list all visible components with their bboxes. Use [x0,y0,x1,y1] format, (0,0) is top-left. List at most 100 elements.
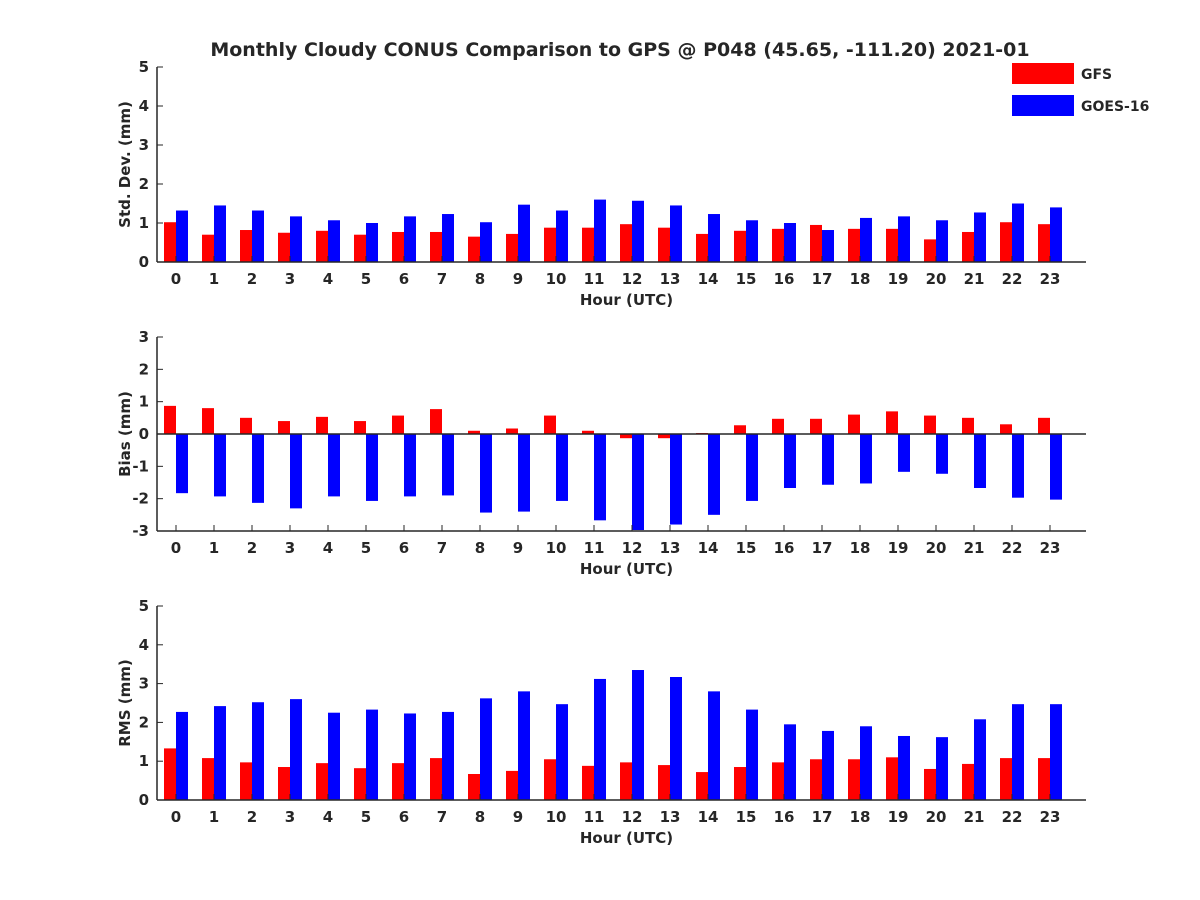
bar-gfs [810,224,822,262]
bar-goes16 [518,204,530,262]
x-tick-label: 13 [660,270,681,288]
bar-gfs [1038,758,1050,800]
x-tick-label: 7 [437,808,447,826]
bar-gfs [582,430,594,434]
bar-goes16 [670,677,682,800]
bar-goes16 [328,712,340,800]
bar-goes16 [936,220,948,262]
y-tick-label: -3 [132,522,149,540]
x-tick-label: 13 [660,539,681,557]
bar-goes16 [670,205,682,262]
x-tick-label: 16 [774,270,795,288]
bar-goes16 [822,730,834,800]
x-tick-label: 22 [1002,270,1023,288]
x-tick-label: 19 [888,539,909,557]
bar-goes16 [328,434,340,497]
bar-gfs [240,230,252,262]
x-tick-label: 16 [774,539,795,557]
y-tick-label: 3 [139,675,149,693]
bar-gfs [620,224,632,262]
x-tick-label: 23 [1040,539,1061,557]
bar-goes16 [860,434,872,484]
bar-gfs [240,417,252,434]
x-tick-label: 2 [247,808,257,826]
bar-goes16 [974,719,986,800]
y-tick-label: 2 [139,360,149,378]
bar-gfs [658,765,670,800]
x-tick-label: 21 [964,808,985,826]
bar-goes16 [708,214,720,262]
x-tick-label: 17 [812,270,833,288]
x-tick-label: 19 [888,808,909,826]
bar-gfs [962,231,974,262]
bar-goes16 [1050,207,1062,262]
bar-gfs [924,239,936,262]
bar-goes16 [974,434,986,488]
bar-goes16 [1012,704,1024,800]
x-tick-label: 0 [171,539,181,557]
bar-gfs [354,768,366,800]
x-tick-label: 22 [1002,539,1023,557]
x-tick-label: 12 [622,539,643,557]
bar-goes16 [898,735,910,800]
bar-goes16 [480,698,492,800]
x-tick-label: 6 [399,270,409,288]
bar-gfs [772,418,784,434]
bar-gfs [430,231,442,262]
x-tick-label: 14 [698,270,719,288]
x-tick-label: 7 [437,270,447,288]
x-tick-label: 10 [546,808,567,826]
bar-goes16 [974,212,986,262]
bar-gfs [202,408,214,434]
bar-goes16 [480,222,492,262]
bar-goes16 [594,199,606,262]
x-tick-label: 12 [622,808,643,826]
bar-goes16 [822,434,834,485]
legend-swatch-goes16 [1012,95,1074,116]
x-tick-label: 14 [698,539,719,557]
bar-goes16 [1012,434,1024,498]
x-tick-label: 20 [926,270,947,288]
x-tick-label: 3 [285,270,295,288]
bar-goes16 [366,434,378,501]
bar-goes16 [214,205,226,262]
bar-goes16 [290,699,302,800]
x-tick-label: 5 [361,270,371,288]
bar-gfs [696,772,708,800]
bar-gfs [658,227,670,262]
bar-goes16 [252,702,264,800]
bar-gfs [1000,758,1012,800]
bar-gfs [924,768,936,800]
bar-gfs [278,767,290,800]
bar-gfs [316,763,328,800]
bar-gfs [848,228,860,262]
bar-gfs [620,762,632,800]
bar-goes16 [556,210,568,262]
x-tick-label: 8 [475,808,485,826]
y-tick-label: 1 [139,214,149,232]
x-tick-label: 9 [513,808,523,826]
x-tick-label: 15 [736,270,757,288]
y-tick-label: 3 [139,136,149,154]
bar-goes16 [404,434,416,497]
x-tick-label: 4 [323,270,333,288]
x-tick-label: 0 [171,808,181,826]
bar-gfs [278,232,290,262]
bar-goes16 [252,210,264,262]
bar-gfs [772,228,784,262]
bar-gfs [468,430,480,434]
y-tick-label: 5 [139,597,149,615]
x-tick-label: 1 [209,270,219,288]
x-tick-label: 18 [850,808,871,826]
bar-gfs [886,757,898,800]
x-tick-label: 19 [888,270,909,288]
legend-swatch-gfs [1012,63,1074,84]
y-tick-label: -1 [132,457,149,475]
x-tick-label: 23 [1040,808,1061,826]
x-tick-label: 7 [437,539,447,557]
x-tick-label: 14 [698,808,719,826]
bar-gfs [240,762,252,800]
bar-goes16 [1012,203,1024,262]
bar-gfs [354,421,366,434]
